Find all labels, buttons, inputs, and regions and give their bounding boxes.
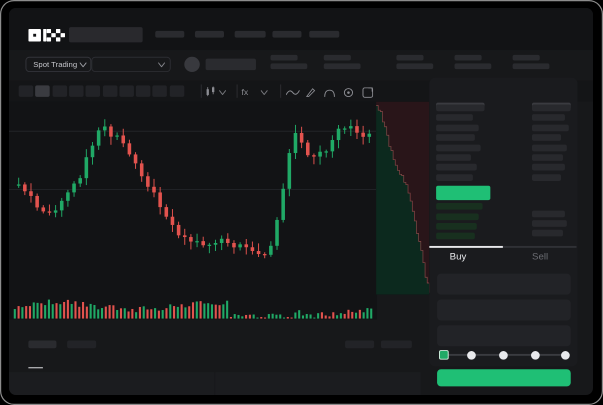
svg-text:fx: fx bbox=[241, 87, 248, 97]
